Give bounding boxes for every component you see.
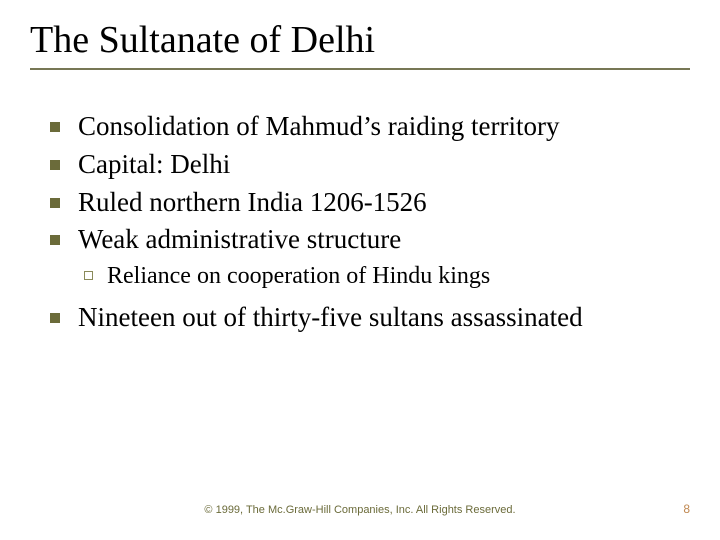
bullet-icon bbox=[50, 160, 60, 170]
sub-bullet-item: Reliance on cooperation of Hindu kings bbox=[84, 261, 680, 291]
bullet-item: Consolidation of Mahmud’s raiding territ… bbox=[50, 110, 680, 144]
bullet-icon bbox=[50, 313, 60, 323]
page-number: 8 bbox=[683, 502, 690, 516]
footer-copyright: © 1999, The Mc.Graw-Hill Companies, Inc.… bbox=[0, 504, 720, 516]
bullet-text: Capital: Delhi bbox=[78, 148, 230, 182]
slide-title: The Sultanate of Delhi bbox=[30, 18, 690, 70]
bullet-icon bbox=[50, 235, 60, 245]
bullet-item: Weak administrative structure bbox=[50, 223, 680, 257]
bullet-text: Nineteen out of thirty-five sultans assa… bbox=[78, 301, 583, 335]
bullet-text: Weak administrative structure bbox=[78, 223, 401, 257]
bullet-item: Capital: Delhi bbox=[50, 148, 680, 182]
bullet-icon bbox=[50, 122, 60, 132]
bullet-text: Consolidation of Mahmud’s raiding territ… bbox=[78, 110, 559, 144]
bullet-item: Ruled northern India 1206-1526 bbox=[50, 186, 680, 220]
bullet-text: Ruled northern India 1206-1526 bbox=[78, 186, 427, 220]
bullet-item: Nineteen out of thirty-five sultans assa… bbox=[50, 301, 680, 335]
content-area: Consolidation of Mahmud’s raiding territ… bbox=[30, 110, 690, 335]
bullet-icon bbox=[50, 198, 60, 208]
sub-bullet-icon bbox=[84, 271, 93, 280]
slide: The Sultanate of Delhi Consolidation of … bbox=[0, 0, 720, 540]
sub-bullet-text: Reliance on cooperation of Hindu kings bbox=[107, 261, 490, 291]
